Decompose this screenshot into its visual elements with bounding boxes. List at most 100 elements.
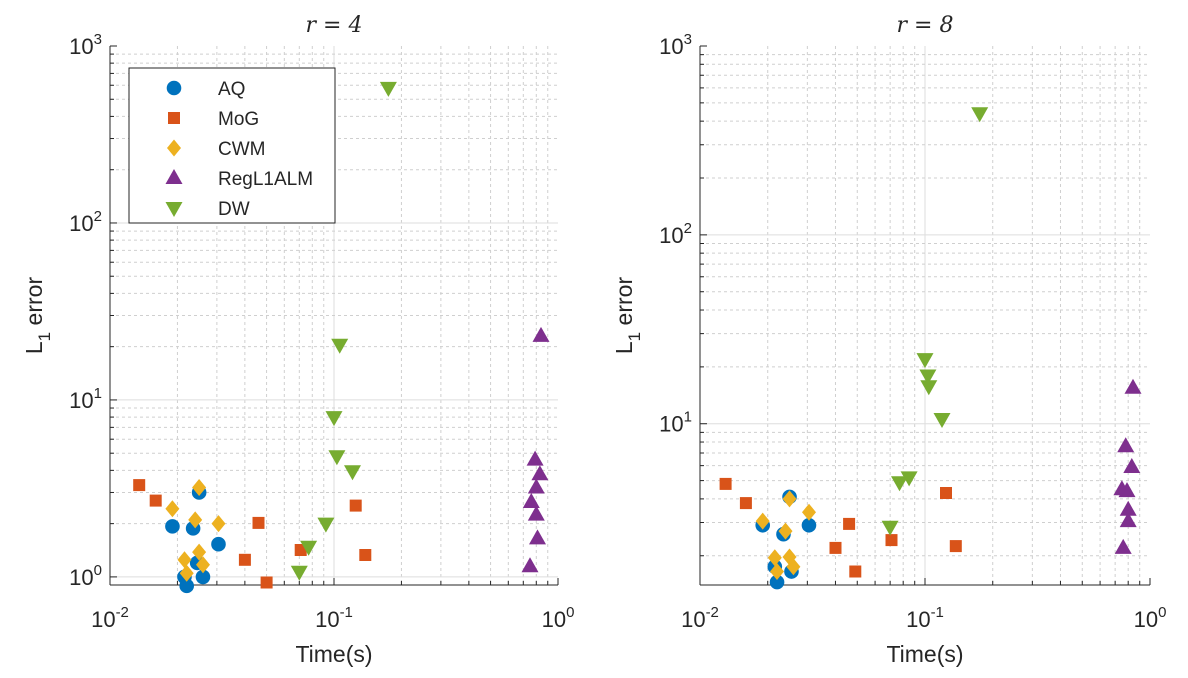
data-point-regl1alm	[529, 529, 546, 545]
chart-title: r = 4	[306, 13, 363, 38]
legend-label: AQ	[218, 79, 245, 100]
series-dw	[290, 81, 397, 581]
data-point-dw	[933, 413, 951, 428]
data-point-regl1alm	[531, 465, 549, 481]
data-point-regl1alm	[1119, 500, 1137, 516]
data-point-dw	[920, 380, 938, 396]
legend-marker-dw	[165, 202, 183, 217]
legend: AQ MoG CWM RegL1ALM DW	[128, 67, 336, 224]
data-point-cwm	[782, 490, 797, 508]
y-tick-label: 103	[69, 31, 102, 59]
data-point-regl1alm	[1118, 482, 1136, 498]
y-tick-label: 101	[69, 385, 102, 413]
series-regl1alm	[521, 326, 550, 573]
data-point-mog	[829, 541, 842, 554]
chart-title: r = 8	[897, 13, 954, 38]
data-point-mog	[949, 540, 962, 553]
legend-marker-aq	[166, 80, 182, 96]
data-point-cwm	[192, 543, 207, 561]
data-point-dw	[891, 476, 908, 492]
x-tick-label: 100	[1134, 604, 1167, 632]
data-point-mog	[359, 549, 372, 561]
data-point-regl1alm	[1117, 437, 1135, 453]
data-point-regl1alm	[522, 493, 540, 508]
legend-marker-regl1alm	[165, 169, 183, 184]
data-point-aq	[179, 578, 195, 594]
series-cwm	[755, 490, 816, 580]
data-point-regl1alm	[1119, 512, 1137, 528]
data-point-mog	[719, 477, 732, 490]
data-point-dw	[344, 465, 361, 481]
data-point-regl1alm	[527, 478, 545, 494]
x-tick-label: 10-2	[91, 604, 129, 632]
legend-label: RegL1ALM	[218, 169, 313, 190]
y-tick-label: 100	[69, 562, 102, 590]
y-axis-label: L1 error	[611, 277, 644, 355]
data-point-mog	[133, 479, 146, 492]
data-point-aq	[801, 517, 817, 533]
x-tick-label: 10-1	[315, 604, 353, 632]
data-point-dw	[331, 338, 349, 354]
y-tick-label: 102	[69, 208, 102, 236]
data-point-cwm	[211, 515, 226, 533]
y-tick-label: 103	[659, 31, 692, 59]
data-point-regl1alm	[521, 557, 539, 573]
data-point-regl1alm	[527, 505, 545, 521]
data-point-cwm	[188, 511, 203, 529]
legend-marker-mog	[168, 112, 180, 124]
x-axis-label: Time(s)	[886, 641, 963, 667]
data-point-cwm	[778, 522, 793, 540]
data-point-mog	[885, 534, 898, 547]
legend-label: DW	[218, 199, 250, 220]
data-point-cwm	[802, 503, 816, 521]
plot-panel-2: 10-2 10-1 100 101 102 103 r = 8 Time(s) L1 error	[611, 13, 1166, 667]
data-point-cwm	[192, 479, 207, 496]
data-point-aq	[195, 569, 211, 585]
x-axis-label: Time(s)	[295, 641, 372, 667]
data-point-cwm	[770, 563, 784, 580]
series-dw	[881, 107, 989, 536]
data-point-regl1alm	[1123, 458, 1141, 473]
data-point-cwm	[177, 551, 192, 569]
series-mog	[719, 477, 962, 578]
data-point-dw	[325, 411, 343, 427]
series-mog	[133, 479, 372, 589]
legend-box	[128, 67, 336, 224]
x-tick-label: 10-2	[681, 604, 719, 632]
legend-label: CWM	[218, 139, 265, 160]
series-regl1alm	[1113, 378, 1142, 554]
data-point-regl1alm	[1114, 538, 1132, 554]
y-tick-label: 102	[659, 220, 692, 248]
data-point-cwm	[786, 558, 801, 576]
data-point-dw	[881, 520, 899, 536]
data-point-dw	[379, 81, 397, 97]
x-tick-label: 10-1	[906, 604, 944, 632]
x-tick-label: 100	[542, 604, 575, 632]
data-point-regl1alm	[1124, 378, 1142, 394]
data-point-mog	[849, 565, 862, 578]
data-point-cwm	[755, 512, 770, 530]
data-point-aq	[211, 536, 226, 552]
y-tick-label: 101	[659, 409, 692, 437]
data-point-mog	[349, 499, 362, 512]
data-point-dw	[919, 369, 937, 385]
data-point-aq	[165, 519, 180, 534]
data-point-mog	[260, 576, 273, 589]
data-point-regl1alm	[532, 326, 550, 342]
data-point-dw	[300, 540, 318, 556]
data-point-cwm	[196, 556, 210, 574]
data-point-aq	[769, 574, 785, 590]
data-point-cwm	[767, 549, 782, 567]
data-point-mog	[238, 553, 251, 566]
series-cwm	[165, 479, 226, 582]
data-point-cwm	[179, 564, 194, 582]
y-axis-label: L1 error	[21, 277, 54, 355]
data-point-dw	[317, 517, 335, 533]
data-point-cwm	[165, 500, 180, 518]
data-point-dw	[328, 450, 346, 466]
data-point-mog	[149, 494, 162, 507]
data-point-regl1alm	[526, 450, 544, 466]
data-point-dw	[916, 353, 934, 369]
data-point-dw	[971, 107, 989, 123]
